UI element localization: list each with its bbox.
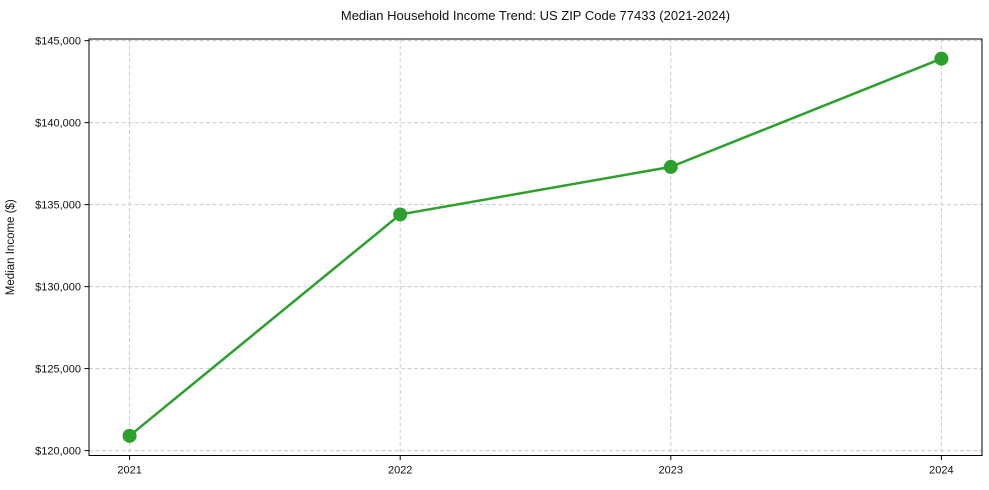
x-tick-label: 2022	[388, 465, 412, 477]
plot-border	[88, 38, 983, 456]
x-tick-label: 2021	[117, 465, 141, 477]
y-axis-label: Median Income ($)	[5, 199, 17, 295]
y-tick-label: $125,000	[35, 363, 81, 375]
y-tick-label: $135,000	[35, 199, 81, 211]
data-point	[663, 159, 678, 174]
y-tick-label: $140,000	[35, 117, 81, 129]
x-tick-label: 2023	[659, 465, 683, 477]
data-point	[934, 51, 949, 66]
x-tick-label: 2024	[929, 465, 953, 477]
y-tick-label: $130,000	[35, 281, 81, 293]
data-line	[128, 57, 943, 438]
data-point	[393, 207, 408, 222]
y-tick-label: $120,000	[35, 445, 81, 457]
chart-title: Median Household Income Trend: US ZIP Co…	[340, 8, 731, 23]
y-tick-label: $145,000	[35, 35, 81, 47]
data-point	[122, 428, 137, 443]
